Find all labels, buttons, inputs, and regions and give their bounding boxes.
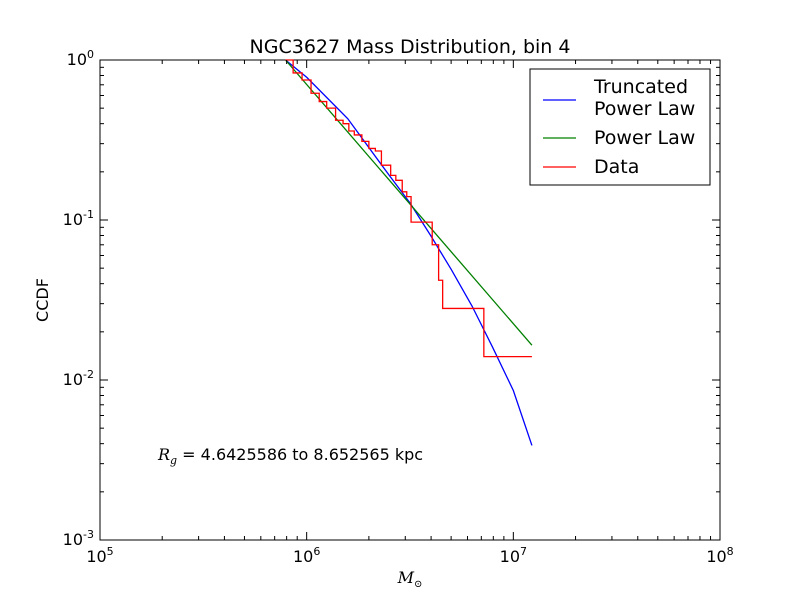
x-tick-label-base: 10 bbox=[500, 547, 520, 566]
y-tick-label-exponent: -3 bbox=[83, 528, 94, 541]
x-tick-label: 108 bbox=[706, 545, 733, 566]
annotation-symbol: R bbox=[157, 445, 170, 464]
y-tick-label-base: 10 bbox=[63, 210, 83, 229]
x-tick-label-base: 10 bbox=[86, 547, 106, 566]
data-series-line bbox=[285, 59, 532, 358]
y-tick-label-exponent: -1 bbox=[83, 208, 94, 221]
y-tick-label-base: 10 bbox=[63, 370, 83, 389]
y-axis-label: CCDF bbox=[33, 278, 52, 322]
truncated-power-law-series-line bbox=[285, 59, 533, 446]
annotation: Rg = 4.6425586 to 8.652565 kpc bbox=[157, 445, 423, 467]
x-tick-label-exponent: 6 bbox=[313, 545, 320, 558]
x-tick-label: 107 bbox=[500, 545, 527, 566]
legend-label-0: Truncated Power Law bbox=[593, 76, 695, 120]
x-tick-label-base: 10 bbox=[293, 547, 313, 566]
y-tick-label-base: 10 bbox=[67, 50, 87, 69]
legend-label-line: Truncated bbox=[593, 76, 688, 98]
y-tick-label-exponent: 0 bbox=[87, 48, 94, 61]
x-axis-label-symbol: M bbox=[397, 568, 415, 587]
y-tick-label-exponent: -2 bbox=[83, 368, 94, 381]
x-tick-label-base: 10 bbox=[706, 547, 726, 566]
y-tick-label: 10-2 bbox=[63, 368, 94, 389]
y-tick-label: 10-3 bbox=[63, 528, 94, 549]
x-tick-label: 105 bbox=[86, 545, 113, 566]
series-layer bbox=[285, 59, 533, 446]
annotation-text: = 4.6425586 to 8.652565 kpc bbox=[177, 445, 423, 464]
annotation-subscript: g bbox=[170, 454, 177, 467]
y-tick-label: 100 bbox=[67, 48, 94, 69]
legend-label-line: Power Law bbox=[594, 98, 695, 120]
legend-box bbox=[529, 68, 711, 186]
y-tick-label-base: 10 bbox=[63, 530, 83, 549]
chart-title: NGC3627 Mass Distribution, bin 4 bbox=[250, 36, 571, 58]
y-tick-label: 10-1 bbox=[63, 208, 94, 229]
x-axis-label-subscript: ⊙ bbox=[414, 579, 422, 590]
legend-label-2: Data bbox=[594, 156, 639, 178]
x-tick-label-exponent: 8 bbox=[727, 545, 734, 558]
x-tick-label-exponent: 7 bbox=[520, 545, 527, 558]
legend-label-1: Power Law bbox=[594, 127, 695, 149]
x-tick-label: 106 bbox=[293, 545, 320, 566]
x-tick-label-exponent: 5 bbox=[107, 545, 114, 558]
x-axis-label: M⊙ bbox=[397, 568, 423, 590]
